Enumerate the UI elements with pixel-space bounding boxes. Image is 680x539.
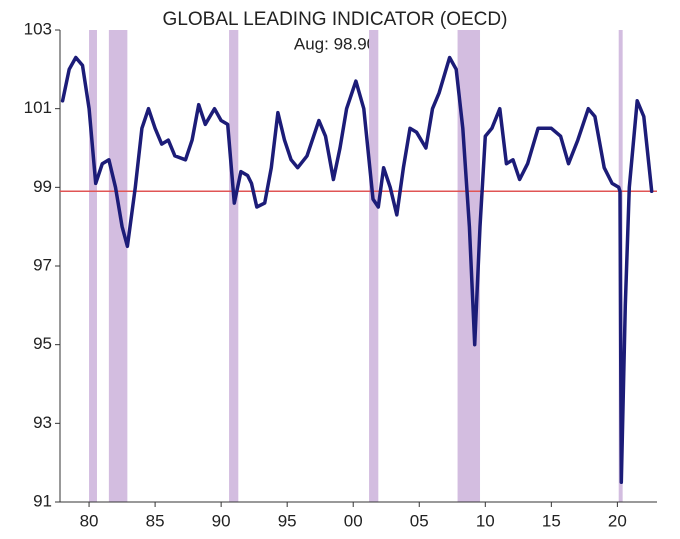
x-tick-label: 90	[212, 511, 231, 530]
recession-band	[108, 30, 128, 502]
x-tick-label: 80	[80, 511, 99, 530]
recession-band	[229, 30, 239, 502]
chart-subtitle: Aug: 98.90	[294, 34, 376, 53]
recession-band	[89, 30, 97, 502]
y-tick-label: 97	[33, 255, 52, 274]
x-tick-label: 05	[410, 511, 429, 530]
y-tick-label: 93	[33, 413, 52, 432]
y-tick-label: 101	[24, 98, 52, 117]
y-tick-label: 103	[24, 19, 52, 38]
x-tick-label: 95	[278, 511, 297, 530]
chart-title: GLOBAL LEADING INDICATOR (OECD)	[163, 9, 508, 30]
y-tick-label: 95	[33, 334, 52, 353]
y-tick-label: 99	[33, 177, 52, 196]
x-tick-label: 10	[476, 511, 495, 530]
y-tick-label: 91	[33, 491, 52, 510]
recession-band	[369, 30, 379, 502]
x-tick-label: 15	[542, 511, 561, 530]
x-tick-label: 20	[608, 511, 627, 530]
x-tick-label: 00	[344, 511, 363, 530]
data-line	[60, 55, 654, 485]
x-tick-label: 85	[146, 511, 165, 530]
